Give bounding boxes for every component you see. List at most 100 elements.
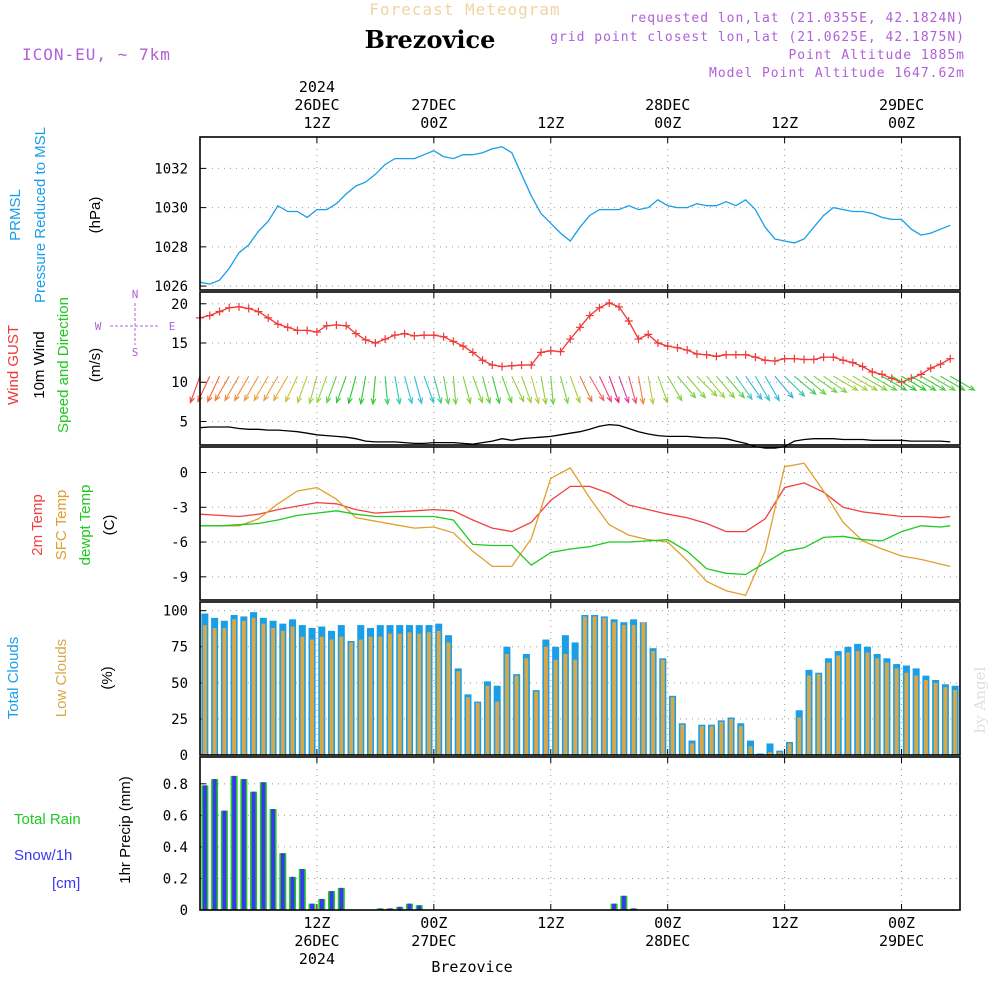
series-sfc (200, 462, 951, 597)
bottom-time-label: 12Z (303, 914, 330, 932)
top-time-label: 29DEC (879, 96, 924, 114)
wind-arrow (608, 376, 620, 404)
y-label-line: 10m Wind (31, 331, 48, 399)
gust-marker (839, 356, 848, 365)
chart-subtitle: Forecast Meteogram (369, 0, 560, 19)
bar-low_cloud (807, 675, 811, 755)
y-tick-label: 10 (171, 375, 188, 391)
y-tick-label: -3 (171, 500, 188, 516)
bottom-time-label: 26DEC (294, 932, 339, 950)
bar-low_cloud (884, 662, 889, 755)
y-label-line: Wind GUST (5, 325, 22, 405)
bar-low_cloud (319, 636, 324, 755)
y-tick-label: 1032 (154, 161, 188, 177)
y-tick-label: 15 (171, 336, 188, 352)
y-tick-label: 5 (180, 414, 188, 430)
bar-low_cloud (222, 627, 227, 755)
wind-arrow (823, 375, 848, 394)
wind-arrow (735, 375, 753, 401)
bar-low_cloud (329, 639, 334, 755)
wind-arrow (370, 376, 377, 406)
wind-arrow (540, 376, 548, 406)
wind-arrow (189, 376, 201, 404)
bar-low_cloud (397, 633, 402, 755)
bar-low_cloud (261, 623, 266, 755)
wind-arrow (472, 376, 484, 404)
bar-low_cloud (446, 642, 451, 755)
bar-low_cloud (553, 659, 558, 755)
bar-low_cloud (602, 617, 607, 755)
bar-low_cloud (709, 726, 714, 755)
bottom-time-label: 12Z (537, 914, 564, 932)
wind-arrow (272, 375, 289, 402)
gust-marker (614, 302, 623, 311)
panel-frame (199, 756, 961, 911)
gust-marker (751, 353, 760, 362)
y-tick-label: 0 (180, 466, 188, 482)
gust-marker (800, 355, 809, 364)
panel-5: 0 0.2 0.4 0.6 0.8 Total Rain Snow/1h [cm] 1hr Pr… (14, 756, 961, 919)
bar-low_cloud (251, 617, 256, 755)
top-time-label: 28DEC (645, 96, 690, 114)
gust-marker (673, 343, 682, 352)
panel-frame (199, 291, 961, 446)
gust-marker (322, 321, 331, 330)
gust-marker (556, 347, 565, 356)
bar-low_cloud (875, 658, 880, 755)
bar-low_cloud (280, 630, 285, 755)
gust-marker (468, 348, 477, 357)
bar-low_cloud (729, 718, 733, 755)
series-gust (199, 302, 951, 383)
gust-marker (576, 323, 584, 332)
bar-low_cloud (563, 653, 568, 755)
y-label-line: SFC Temp (53, 490, 70, 561)
wind-arrow (589, 375, 605, 402)
bar-snow (202, 785, 207, 910)
bar-snow (251, 791, 256, 910)
bar-low_cloud (407, 632, 412, 755)
bar-low_cloud (436, 630, 441, 755)
bar-low_cloud (787, 743, 792, 755)
wind-arrow (501, 376, 513, 404)
gust-marker (293, 326, 302, 335)
y-label-line: Low Clouds (53, 639, 70, 717)
gust-marker (234, 302, 243, 311)
wind-arrow (833, 375, 859, 391)
wind-arrow (618, 376, 630, 404)
panel-frame (199, 446, 961, 601)
y-tick-label: 50 (171, 676, 188, 692)
gust-marker (770, 357, 779, 366)
credit: by Angel (971, 666, 989, 733)
bar-low_cloud (680, 724, 685, 755)
bar-low_cloud (475, 703, 480, 755)
bottom-time-label: 29DEC (879, 932, 924, 950)
y-label-line: 2m Temp (29, 494, 46, 555)
bar-low_cloud (865, 652, 870, 755)
top-time-label: 12Z (771, 114, 798, 132)
wind-arrow (530, 376, 540, 405)
wind-arrow (358, 376, 367, 406)
y-tick-label: -6 (171, 535, 188, 551)
unit-label: 1hr Precip (mm) (117, 776, 134, 884)
series-pressure (199, 146, 951, 285)
gust-marker (722, 350, 731, 359)
bar-snow (222, 810, 227, 910)
gust-marker (303, 326, 312, 335)
bar-snow (261, 782, 266, 910)
bottom-time-label: 00Z (888, 914, 915, 932)
bar-low_cloud (846, 652, 850, 755)
gust-marker (332, 320, 341, 329)
gust-marker (381, 335, 390, 344)
gust-marker (517, 360, 526, 369)
wind-arrow (647, 376, 655, 406)
y-tick-label: 1028 (154, 240, 188, 256)
wind-arrow (862, 375, 889, 391)
wind-arrow (881, 375, 908, 391)
top-time-label: 2024 (299, 78, 335, 96)
gust-marker (702, 350, 711, 359)
gust-marker (946, 354, 955, 363)
bar-low_cloud (573, 659, 578, 755)
gust-marker (215, 307, 224, 316)
y-tick-label: 0 (180, 748, 188, 764)
